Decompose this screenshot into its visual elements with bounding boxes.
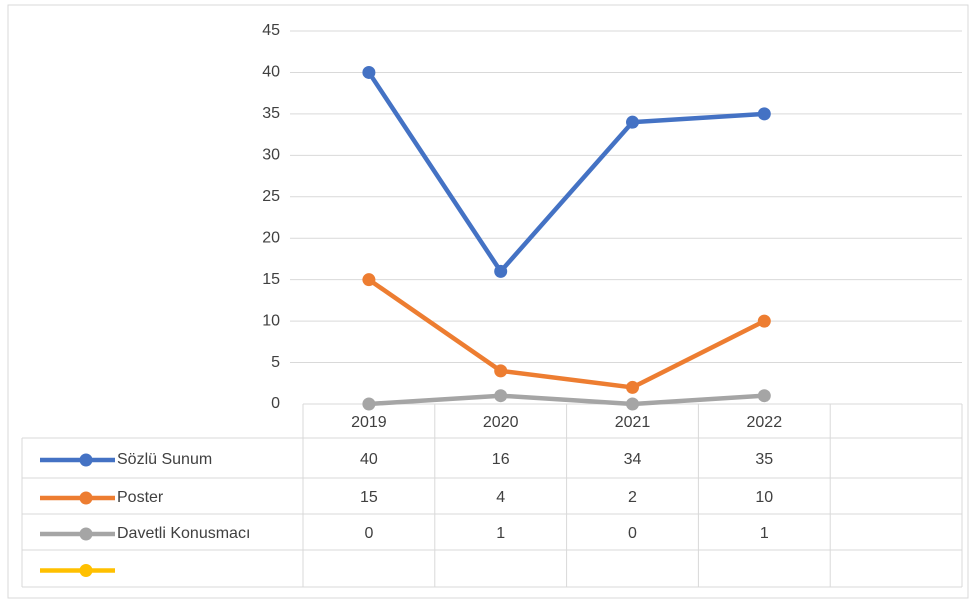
y-tick-label: 0 (271, 395, 280, 412)
data-point (494, 389, 508, 403)
legend-label: Sözlü Sunum (117, 451, 212, 468)
data-point (626, 380, 639, 394)
table-value: 0 (364, 525, 373, 542)
x-tick-label: 2019 (351, 414, 387, 431)
table-value: 34 (624, 451, 642, 468)
data-point (757, 389, 771, 403)
table-value: 0 (628, 525, 637, 542)
y-tick-label: 20 (262, 229, 280, 246)
data-point (494, 364, 508, 378)
data-point (362, 273, 376, 287)
y-tick-label: 10 (262, 312, 280, 329)
legend-label: Poster (117, 489, 164, 506)
y-tick-label: 30 (262, 147, 280, 164)
series-line (367, 277, 766, 390)
table-value: 16 (492, 451, 510, 468)
table-value: 35 (755, 451, 773, 468)
table-value: 2 (628, 489, 637, 506)
x-tick-label: 2020 (483, 414, 519, 431)
table-value: 1 (760, 525, 769, 542)
legend-label: Davetli Konusmacı (117, 525, 250, 542)
legend-marker (79, 453, 93, 467)
data-point (757, 107, 771, 121)
chart-frame (7, 4, 969, 599)
x-tick-label: 2022 (747, 414, 783, 431)
y-tick-label: 25 (262, 188, 280, 205)
y-tick-label: 15 (262, 271, 280, 288)
data-point (494, 264, 508, 278)
x-tick-label: 2021 (615, 414, 651, 431)
table-value: 40 (360, 451, 378, 468)
y-tick-label: 40 (262, 64, 280, 81)
series-line (368, 393, 765, 407)
data-point (362, 397, 376, 411)
data-point (626, 115, 639, 129)
table-value: 4 (496, 489, 505, 506)
series-line (367, 71, 765, 274)
table-value: 1 (496, 525, 505, 542)
y-tick-label: 45 (262, 22, 280, 39)
table-value: 15 (360, 489, 378, 506)
y-tick-label: 35 (262, 105, 280, 122)
data-point (362, 65, 376, 79)
table-value: 10 (755, 489, 773, 506)
data-point (626, 397, 639, 411)
y-tick-label: 5 (271, 354, 280, 371)
legend-marker (79, 527, 93, 541)
legend-marker (79, 491, 93, 505)
legend-marker (79, 564, 93, 577)
data-point (757, 314, 771, 328)
